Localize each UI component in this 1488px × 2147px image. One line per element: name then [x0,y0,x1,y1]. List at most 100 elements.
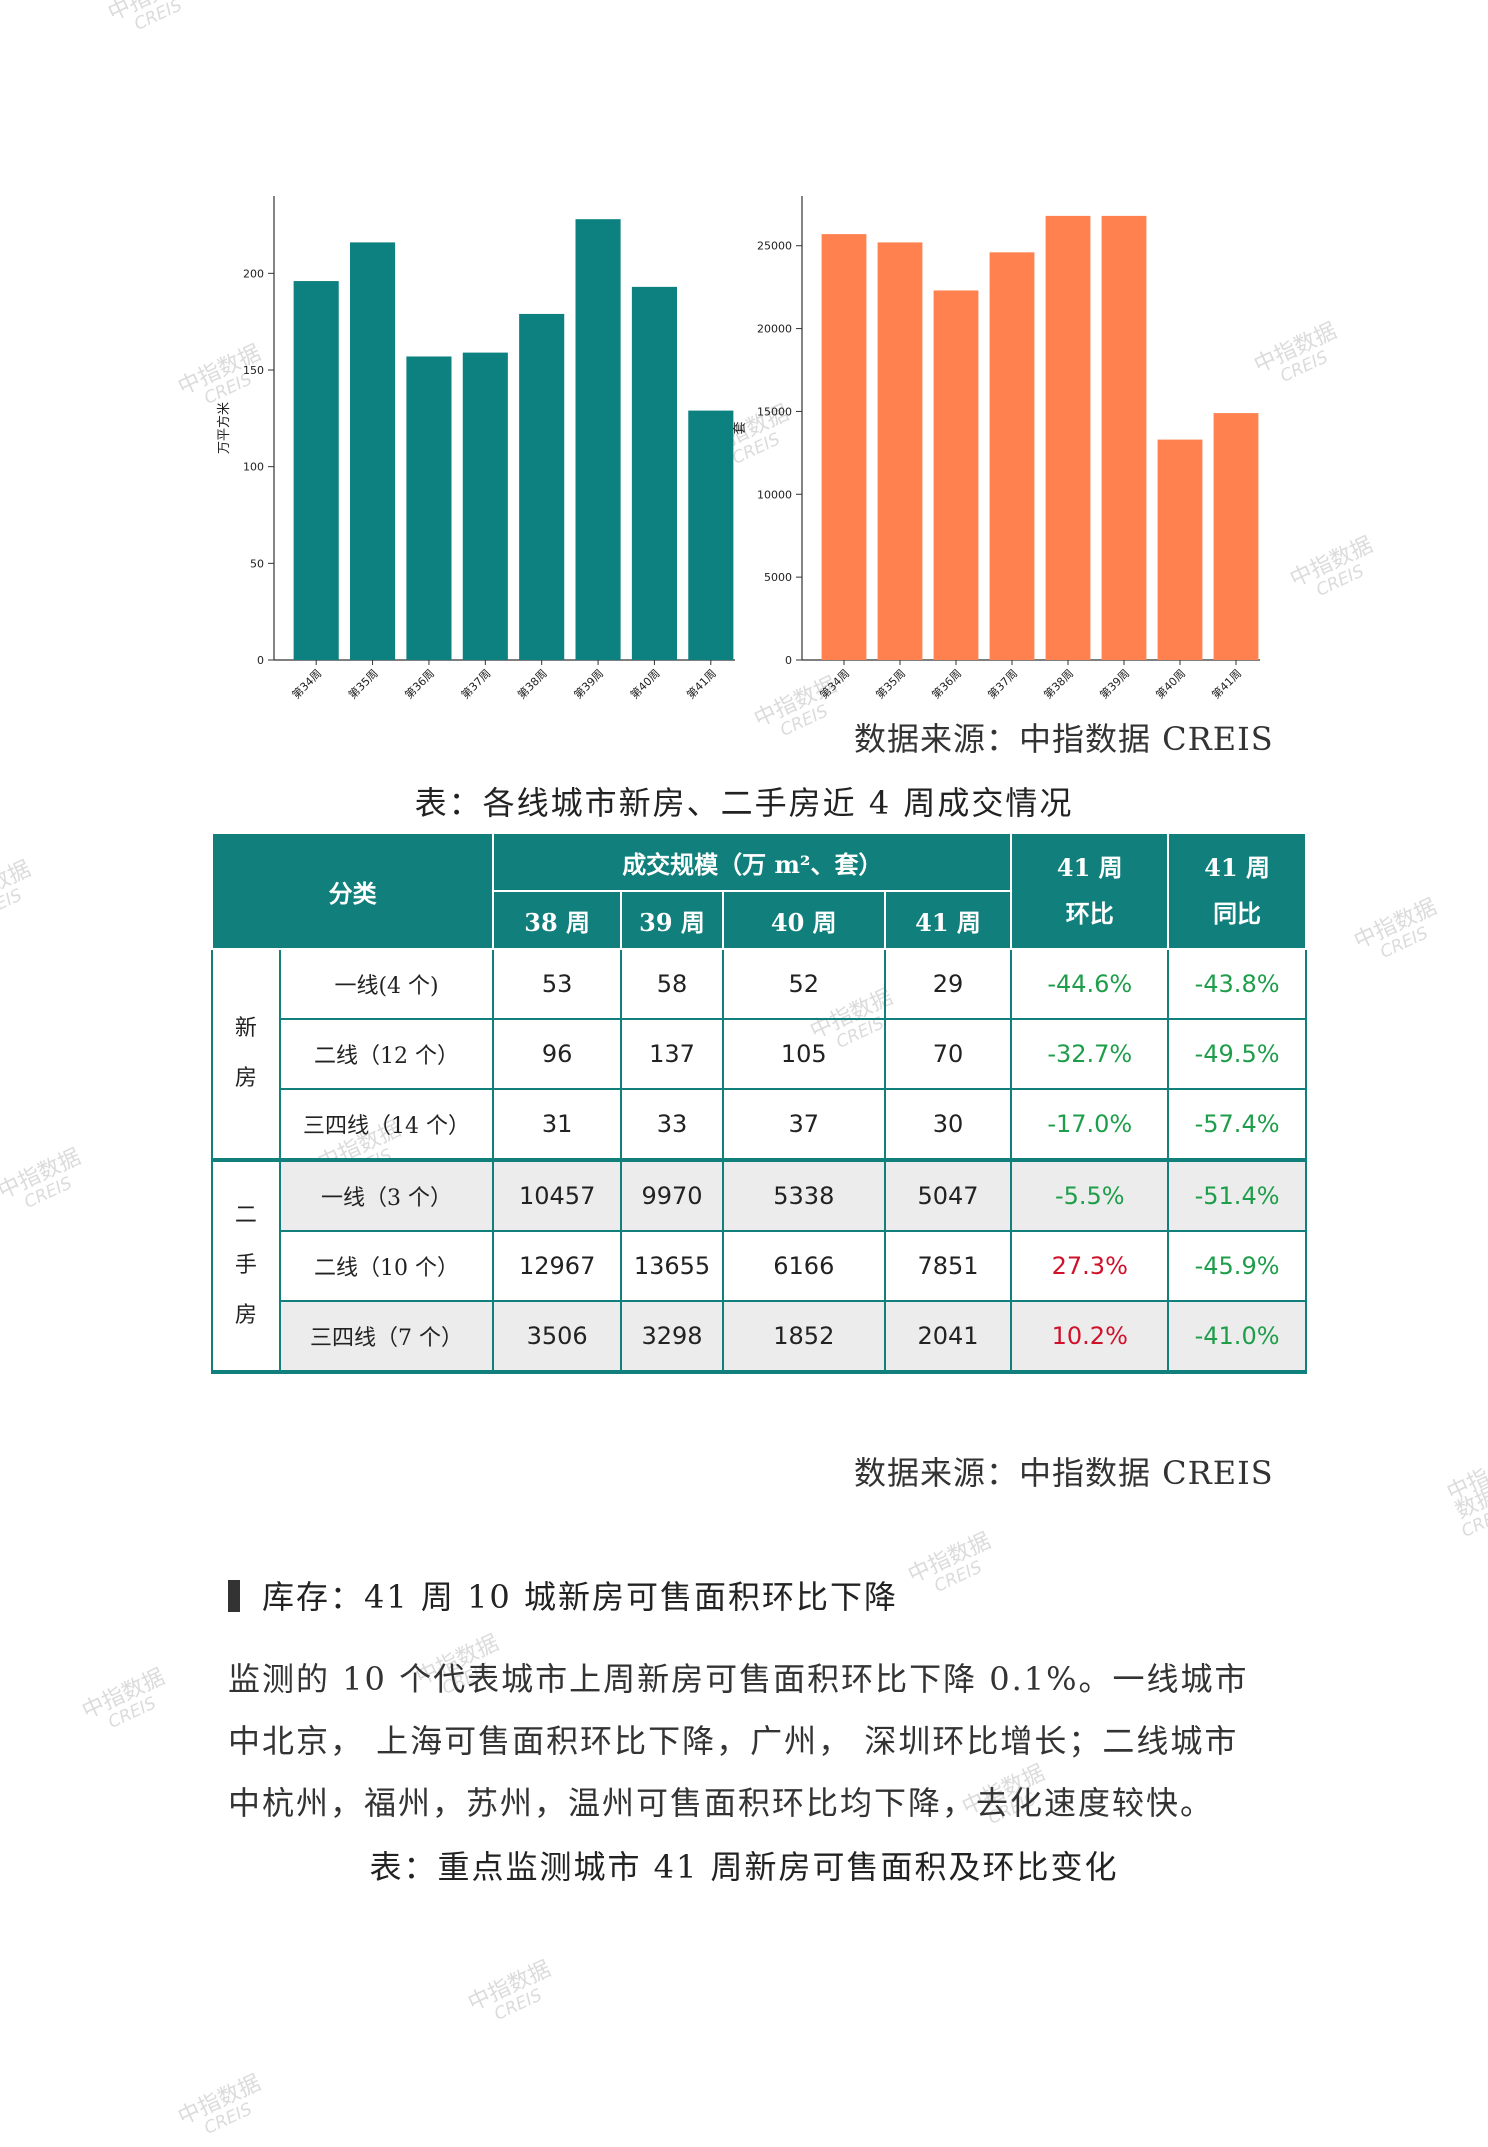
bar [519,313,565,660]
cell-w38: 31 [493,1088,623,1162]
header-week-39: 39 周 [620,890,724,950]
cell-w39: 3298 [621,1300,724,1374]
cell-w39: 58 [621,948,724,1020]
cell-mom: -17.0% [1011,1088,1170,1162]
bar [688,410,734,660]
cell-w38: 3506 [493,1300,623,1374]
cell-yoy: -51.4% [1168,1159,1307,1232]
cell-w41: 5047 [884,1159,1013,1232]
table-caption: 表：各线城市新房、二手房近 4 周成交情况 [414,784,1074,822]
row-label: 二线（12 个） [279,1018,495,1090]
row-label: 一线（3 个） [279,1159,495,1232]
section-heading: 库存：41 周 10 城新房可售面积环比下降 [228,1572,898,1618]
header-scale: 成交规模（万 m²、套） [492,832,1013,892]
x-tick-label: 第38周 [514,666,549,701]
bar [293,281,339,660]
bar [575,219,621,660]
cell-w40: 37 [722,1088,886,1162]
bar [406,356,452,660]
cell-yoy: -45.9% [1168,1230,1307,1302]
y-axis-label: 套 [732,421,748,434]
x-tick-label: 第41周 [1209,666,1244,701]
x-tick-label: 第39周 [1097,666,1132,701]
header-week-38: 38 周 [492,890,623,950]
cell-mom: 10.2% [1011,1300,1170,1374]
bar [821,234,867,660]
cell-w38: 10457 [493,1159,623,1232]
cell-w39: 33 [621,1088,724,1162]
row-label: 一线(4 个) [279,948,495,1020]
header-week-40: 40 周 [721,890,886,950]
cell-mom: 27.3% [1011,1230,1170,1302]
cell-w39: 13655 [621,1230,724,1302]
table2-caption: 表：重点监测城市 41 周新房可售面积及环比变化 [369,1848,1119,1886]
bar [350,242,396,660]
y-tick-label: 150 [243,364,264,377]
x-tick-label: 第34周 [289,666,324,701]
x-tick-label: 第35周 [345,666,380,701]
x-tick-label: 第38周 [1041,666,1076,701]
header-mom: 41 周环比 [1010,832,1170,950]
cell-yoy: -41.0% [1168,1300,1307,1374]
data-source-note: 数据来源：中指数据 CREIS [854,1454,1274,1492]
x-tick-label: 第37周 [458,666,493,701]
x-tick-label: 第35周 [873,666,908,701]
bar [1045,215,1091,660]
bar [989,252,1035,660]
cell-yoy: -57.4% [1168,1088,1307,1162]
group-new-homes: 新房 [211,948,281,1162]
y-tick-label: 0 [785,654,792,667]
row-label: 三四线（7 个） [279,1300,495,1374]
table-row: 二手房 一线（3 个） 10457 9970 5338 5047 -5.5% -… [211,1159,1307,1374]
row-label: 二线（10 个） [279,1230,495,1302]
body-paragraph: 监测的 10 个代表城市上周新房可售面积环比下降 0.1%。一线城市中北京， 上… [228,1660,1249,1822]
y-tick-label: 50 [250,557,264,570]
section-heading-text: 库存：41 周 10 城新房可售面积环比下降 [262,1578,898,1616]
heading-bar [228,1580,240,1612]
bar [462,352,508,660]
y-axis-label: 万平方米 [216,402,232,454]
cell-w38: 53 [493,948,623,1020]
cell-w41: 30 [884,1088,1013,1162]
cell-w38: 12967 [493,1230,623,1302]
table-row: 二线（12 个） 96 137 105 70 -32.7% -49.5% [212,1018,1307,1090]
cell-mom: -44.6% [1011,948,1170,1020]
y-tick-label: 200 [243,267,264,280]
bar [631,286,677,660]
x-tick-label: 第36周 [929,666,964,701]
table-row: 新房 一线(4 个) 53 58 52 29 -44.6% -43.8% [211,948,1307,1162]
cell-w41: 2041 [884,1300,1013,1374]
x-tick-label: 第36周 [402,666,437,701]
bar [1213,413,1259,660]
header-week-41: 41 周 [883,890,1013,950]
group-second-hand: 二手房 [211,1159,281,1374]
cell-w41: 70 [884,1018,1013,1090]
cell-w41: 7851 [884,1230,1013,1302]
cell-w40: 1852 [722,1300,886,1374]
cell-mom: -5.5% [1011,1159,1170,1232]
x-tick-label: 第37周 [985,666,1020,701]
table-row: 三四线（7 个） 3506 3298 1852 2041 10.2% -41.0… [212,1300,1307,1374]
bar [1101,215,1147,660]
header-category: 分类 [210,832,495,950]
cell-yoy: -49.5% [1168,1018,1307,1090]
cell-w40: 6166 [722,1230,886,1302]
x-tick-label: 第40周 [1153,666,1188,701]
cell-w40: 5338 [722,1159,886,1232]
cell-w38: 96 [493,1018,623,1090]
y-tick-label: 0 [257,654,264,667]
x-tick-label: 第34周 [817,666,852,701]
y-tick-label: 10000 [757,488,792,501]
cell-mom: -32.7% [1011,1018,1170,1090]
cell-w41: 29 [884,948,1013,1020]
